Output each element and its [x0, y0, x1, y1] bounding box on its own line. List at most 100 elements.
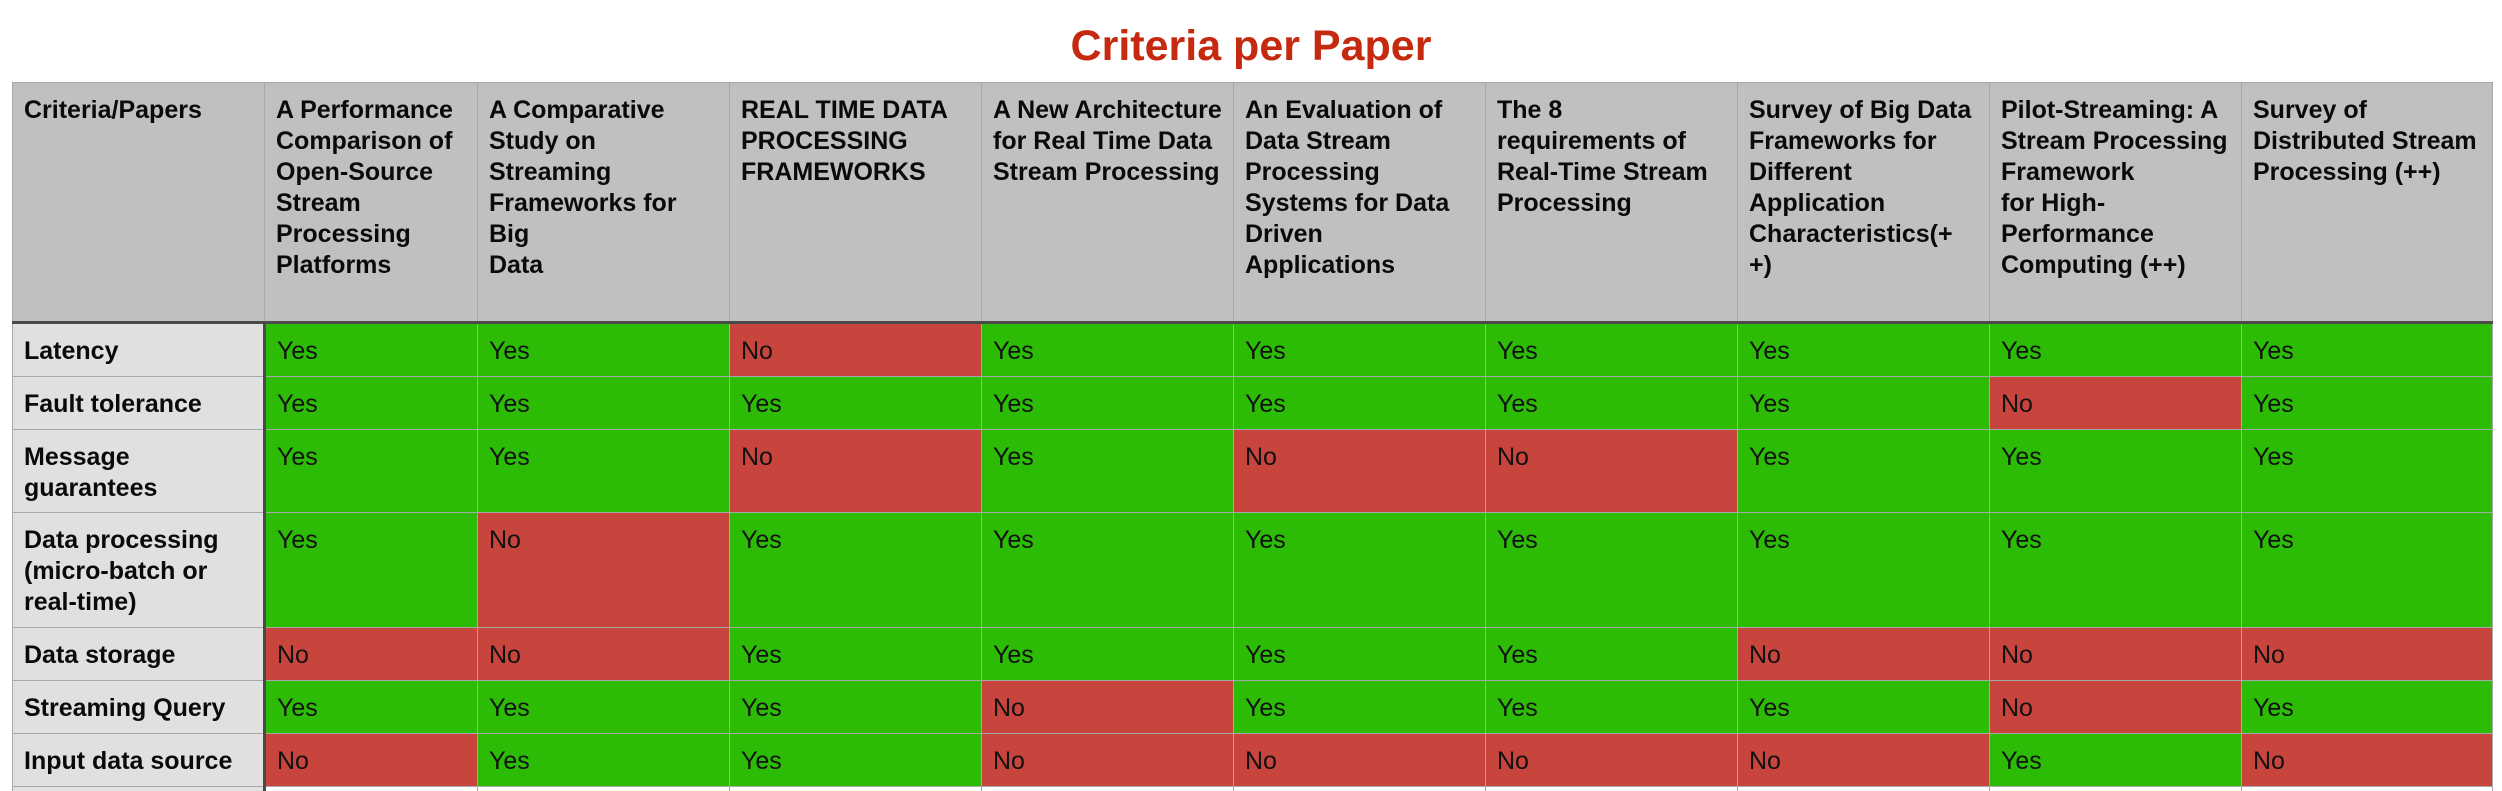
- criterion-label: Fault tolerance: [13, 377, 265, 430]
- criterion-label: Data processing (micro-batch or real-tim…: [13, 513, 265, 628]
- table-cell: Yes: [265, 681, 478, 734]
- paper-header: The 8 requirements of Real-Time Stream P…: [1486, 83, 1738, 323]
- criterion-label: Input data source: [13, 734, 265, 787]
- table-cell: No: [1234, 734, 1486, 787]
- paper-header: A New Architecture for Real Time Data St…: [982, 83, 1234, 323]
- table-cell: Yes: [1990, 734, 2242, 787]
- table-cell: Yes: [982, 513, 1234, 628]
- table-cell: Yes: [2242, 513, 2493, 628]
- table-cell: Yes: [1486, 513, 1738, 628]
- table-cell: No: [265, 628, 478, 681]
- table-cell: No: [2242, 628, 2493, 681]
- table-cell: Yes: [1738, 513, 1990, 628]
- table-cell: Yes: [730, 513, 982, 628]
- table-cell: No: [1990, 377, 2242, 430]
- paper-header: A Comparative Study on Streaming Framewo…: [478, 83, 730, 323]
- table-cell: Yes: [478, 681, 730, 734]
- table-cell-partial: [1738, 787, 1990, 791]
- table-cell: Yes: [265, 377, 478, 430]
- table-cell: Yes: [2242, 681, 2493, 734]
- paper-header: A Performance Comparison of Open-Source …: [265, 83, 478, 323]
- table-cell: Yes: [478, 323, 730, 377]
- table-cell: Yes: [478, 734, 730, 787]
- table-cell: No: [1234, 430, 1486, 513]
- table-cell: Yes: [982, 628, 1234, 681]
- table-cell-partial: [2242, 787, 2493, 791]
- table-cell: Yes: [1234, 377, 1486, 430]
- paper-header: Survey of Big Data Frameworks for Differ…: [1738, 83, 1990, 323]
- table-cell: No: [1486, 430, 1738, 513]
- table-cell: Yes: [982, 430, 1234, 513]
- paper-header: An Evaluation of Data Stream Processing …: [1234, 83, 1486, 323]
- table-cell: No: [478, 513, 730, 628]
- table-cell: Yes: [478, 430, 730, 513]
- table-cell: No: [730, 430, 982, 513]
- paper-header: Pilot-Streaming: A Stream Processing Fra…: [1990, 83, 2242, 323]
- table-cell: Yes: [2242, 430, 2493, 513]
- table-cell: Yes: [1234, 681, 1486, 734]
- table-cell: Yes: [730, 681, 982, 734]
- table-cell: Yes: [2242, 377, 2493, 430]
- table-cell: No: [2242, 734, 2493, 787]
- table-cell-partial: [982, 787, 1234, 791]
- table-cell: No: [1486, 734, 1738, 787]
- table-cell: Yes: [1486, 377, 1738, 430]
- table-cell-partial: [730, 787, 982, 791]
- table-cell: Yes: [982, 377, 1234, 430]
- criterion-label: Message guarantees: [13, 430, 265, 513]
- criterion-label: Streaming Query: [13, 681, 265, 734]
- table-cell: Yes: [478, 377, 730, 430]
- table-cell: Yes: [1990, 513, 2242, 628]
- paper-header: Survey of Distributed Stream Processing …: [2242, 83, 2493, 323]
- table-cell: Yes: [1990, 323, 2242, 377]
- table-cell: Yes: [1486, 628, 1738, 681]
- page-title: Criteria per Paper: [0, 16, 2502, 76]
- table-cell: Yes: [982, 323, 1234, 377]
- table-cell-partial: [265, 787, 478, 791]
- table-cell: No: [982, 734, 1234, 787]
- header-row: Criteria/Papers A Performance Comparison…: [13, 83, 2493, 323]
- criterion-label: Data storage: [13, 628, 265, 681]
- table-cell: Yes: [730, 734, 982, 787]
- table-cell: Yes: [265, 430, 478, 513]
- table-cell-partial: [1486, 787, 1738, 791]
- table-cell-partial: [13, 787, 265, 791]
- table-cell: No: [1990, 681, 2242, 734]
- paper-header: REAL TIME DATA PROCESSING FRAMEWORKS: [730, 83, 982, 323]
- table-cell: Yes: [1738, 377, 1990, 430]
- table-cell: Yes: [1486, 681, 1738, 734]
- table-cell: Yes: [1990, 430, 2242, 513]
- table-cell: Yes: [730, 377, 982, 430]
- table-cell: No: [1738, 734, 1990, 787]
- table-cell: Yes: [1738, 681, 1990, 734]
- table-cell: Yes: [2242, 323, 2493, 377]
- table-cell: No: [730, 323, 982, 377]
- criteria-table: Criteria/Papers A Performance Comparison…: [12, 82, 2493, 791]
- criterion-label: Latency: [13, 323, 265, 377]
- table-cell: Yes: [730, 628, 982, 681]
- table-cell-partial: [1990, 787, 2242, 791]
- table-cell: Yes: [1738, 323, 1990, 377]
- table-cell: Yes: [1486, 323, 1738, 377]
- table-cell: Yes: [1234, 513, 1486, 628]
- table-cell: Yes: [265, 513, 478, 628]
- table-cell: Yes: [1234, 628, 1486, 681]
- table-cell-partial: [478, 787, 730, 791]
- table-cell: No: [1990, 628, 2242, 681]
- table-cell: No: [478, 628, 730, 681]
- table-row-partial: [13, 787, 2493, 791]
- table-cell: Yes: [1234, 323, 1486, 377]
- table-cell: No: [1738, 628, 1990, 681]
- table-cell-partial: [1234, 787, 1486, 791]
- table-cell: No: [265, 734, 478, 787]
- table-cell: Yes: [1738, 430, 1990, 513]
- table-cell: Yes: [265, 323, 478, 377]
- table-cell: No: [982, 681, 1234, 734]
- corner-header: Criteria/Papers: [13, 83, 265, 323]
